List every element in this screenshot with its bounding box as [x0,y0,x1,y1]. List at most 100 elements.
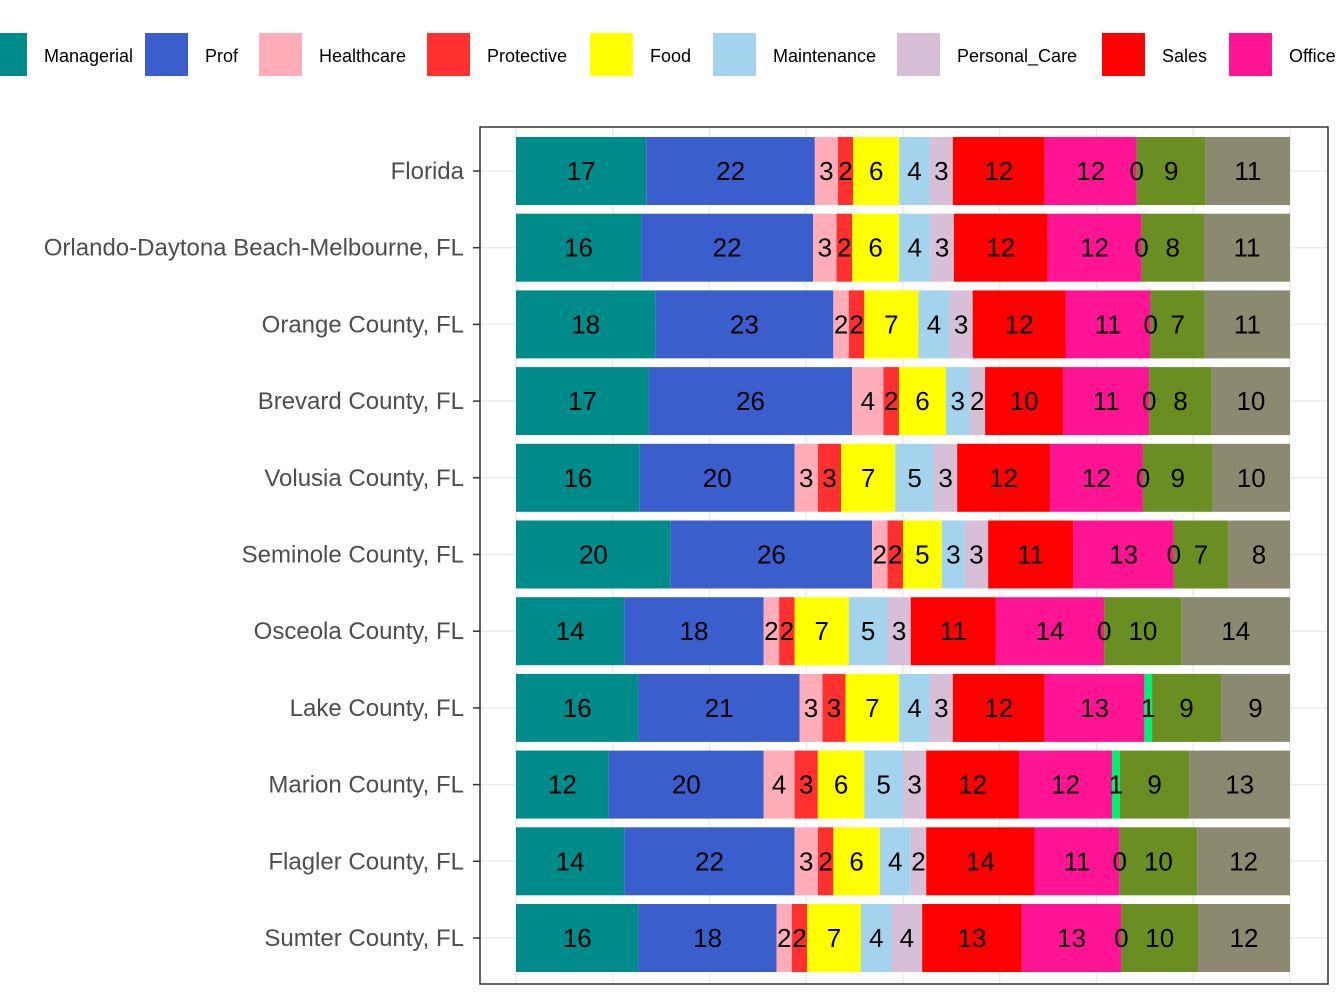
bar-segment [638,673,800,742]
bar-segment [1121,904,1199,972]
data-label: 6 [834,770,848,800]
bar-segment [1149,367,1212,436]
bar-segment [1173,520,1229,589]
legend-label: Maintenance [773,46,876,66]
bar-segment [1204,213,1290,282]
bar-segment [1204,290,1290,359]
data-label: 16 [563,693,592,723]
bar-segment [1111,750,1120,819]
data-label: 9 [1248,693,1262,723]
bar-segment [1044,137,1137,205]
bar-segment [646,137,815,205]
bar-segment [516,137,647,205]
data-label: 3 [892,616,906,646]
bar-segment [836,213,853,282]
data-label: 16 [563,463,592,493]
legend-swatch [897,33,940,76]
data-label: 12 [1082,463,1111,493]
data-label: 11 [1064,846,1091,876]
bar-segment [1142,443,1213,512]
bar-segment [952,137,1045,205]
data-label: 4 [907,156,921,186]
data-label: 12 [958,770,987,800]
bar-segment [841,443,896,512]
bar-segment [933,443,958,512]
data-label: 4 [888,846,902,876]
data-label: 10 [1128,616,1157,646]
data-label: 23 [730,309,759,339]
data-label: 12 [986,233,1015,263]
data-label: 2 [970,386,984,416]
bar-segment [899,213,931,282]
bar-segment [1034,827,1120,896]
bar-segment [608,750,764,819]
data-label: 11 [1095,309,1122,339]
bar-segment [516,367,649,436]
data-label: 10 [1236,386,1265,416]
data-label: 9 [1147,770,1161,800]
data-label: 5 [876,770,890,800]
bar-segment [926,827,1035,896]
bar-segment [1228,520,1290,589]
bar-segment [516,904,639,972]
data-label: 3 [799,770,813,800]
data-label: 12 [1005,309,1034,339]
bar-segment [887,597,911,666]
data-label: 3 [969,540,983,570]
data-label: 8 [1252,540,1266,570]
category-label: Marion County, FL [268,772,464,799]
category-label: Orange County, FL [262,311,464,338]
bar-segment [1152,673,1222,742]
bar-segment [1197,827,1290,896]
bar-segment [899,137,930,205]
bar-segment [848,290,865,359]
data-label: 13 [958,923,987,953]
bar-segment [1044,673,1145,742]
data-label: 18 [571,309,600,339]
bar-segment [864,290,919,359]
data-label: 11 [1234,309,1261,339]
bar-segment [972,290,1066,359]
bar-segment [852,213,900,282]
data-label: 6 [868,233,882,263]
bar-segment [957,443,1051,512]
bar-segment [794,827,818,896]
bar-segment [853,137,900,205]
data-label: 2 [780,616,794,646]
bar-segment [930,213,954,282]
bar-segment [799,673,823,742]
bar-segment [922,904,1022,972]
data-label: 0 [1134,233,1148,263]
bar-segment [988,520,1074,589]
bar-segment [1021,904,1122,972]
data-label: 3 [934,693,948,723]
data-label: 0 [1097,616,1111,646]
data-label: 13 [1080,693,1109,723]
bar-segment [1119,750,1190,819]
bar-segment [641,213,814,282]
data-label: 2 [764,616,778,646]
bar-segment [864,750,903,819]
bar-segment [794,597,849,666]
plot-panel-border [479,126,1329,985]
data-label: 10 [1237,463,1266,493]
data-label: 13 [1225,770,1254,800]
bar-segment [648,367,853,436]
data-label: 3 [938,463,952,493]
data-label: 16 [564,233,593,263]
data-label: 7 [884,309,898,339]
bar-segment [516,827,625,896]
data-label: 7 [861,463,875,493]
data-label: 0 [1129,156,1143,186]
data-label: 8 [1173,386,1187,416]
bar-segment [807,904,861,972]
bar-segment [814,137,838,205]
category-label: Flagler County, FL [268,848,464,875]
data-label: 20 [579,540,608,570]
legend-swatch [427,33,470,76]
bar-segment [516,750,609,819]
bar-segment [817,443,842,512]
bar-segment [670,520,873,589]
legend-label: Prof [205,46,239,66]
bar-segment [910,827,927,896]
